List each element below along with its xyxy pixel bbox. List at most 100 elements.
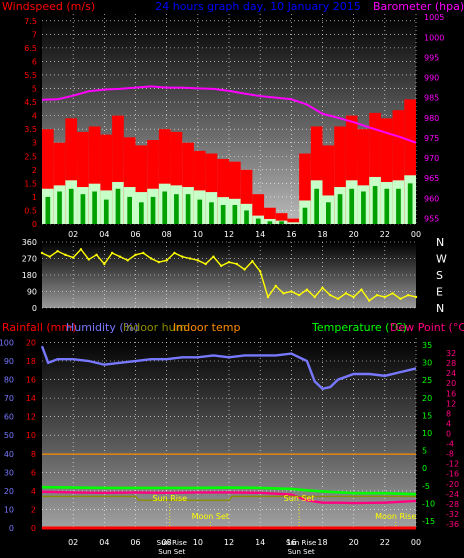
wind-low-bar: [45, 196, 51, 224]
wind-low-bar: [314, 188, 319, 224]
humidity-line: [40, 345, 417, 391]
wind-time-tick-label: 14: [255, 230, 265, 239]
wind-direction-point: [110, 251, 114, 255]
dewpoint-tick-label: 4: [446, 419, 451, 428]
wind-direction-point: [79, 248, 83, 251]
time-axis-astro-label: Sun Rise: [286, 539, 316, 547]
humidity-tick-label: 80: [4, 376, 14, 385]
wind-low-bar: [372, 186, 378, 224]
barometer-tick-label: 985: [424, 94, 439, 103]
compass-label: N: [436, 236, 444, 249]
wind-gust-bar: [88, 126, 101, 224]
humidity-axis-label: Humidity (%): [66, 321, 138, 334]
humidity-tick-label: 90: [4, 357, 14, 366]
rainfall-tick-label: 14: [26, 394, 36, 403]
wind-direction-point: [64, 253, 67, 257]
compass-label: E: [436, 286, 443, 299]
rainfall-ticks: 0 2 4 6 8 10 12 14 16 18 20: [26, 338, 36, 533]
barometer-line-group: [41, 85, 417, 144]
wind-low-bar: [80, 194, 86, 224]
rainfall-tick-label: 0: [31, 524, 36, 533]
indoor-hum-axis-label: Indoor hum: [123, 321, 186, 334]
bottom-time-tick-label: 10: [193, 538, 203, 547]
humidity-tick-label: 40: [4, 450, 14, 459]
wind-direction-point: [212, 255, 215, 258]
wind-low-bar: [267, 221, 273, 224]
wind-direction-point: [118, 255, 122, 258]
bottom-time-tick-label: 22: [380, 538, 390, 547]
temperature-tick-label: -15: [422, 517, 435, 526]
rainfall-tick-label: 8: [31, 450, 36, 459]
wind-time-tick-label: 22: [380, 230, 390, 239]
wind-direction-point: [204, 262, 207, 266]
wind-direction-point: [40, 251, 44, 255]
wind-low-bar: [244, 210, 249, 224]
indoor-hum-line: [42, 495, 416, 501]
wind-direction-point: [188, 257, 192, 260]
temperature-tick-label: 15: [422, 411, 432, 420]
wind-gust-bar: [205, 153, 218, 224]
astro-annotations: Sun Rise Sun Set Moon Set Moon Rise: [152, 494, 416, 528]
barometer-tick-label: 1005: [424, 13, 444, 22]
windspeed-tick-label: 1.5: [24, 179, 37, 188]
compass-label: N: [436, 302, 444, 315]
direction-degree-label: 270: [22, 255, 37, 264]
barometer-ticks: 955 960 965 970 975 980 985 990 995 1000 1005: [424, 13, 444, 223]
wind-direction-point: [243, 268, 246, 271]
rainfall-tick-label: 20: [26, 338, 36, 347]
wind-direction-point: [344, 292, 348, 295]
wind-gust-bar: [345, 115, 358, 224]
temperature-line: [41, 485, 417, 496]
wind-low-bar: [349, 188, 355, 224]
wind-direction-point: [48, 255, 51, 258]
wind-gust-bar: [100, 134, 113, 224]
wind-low-bar: [92, 191, 97, 224]
wind-direction-point: [321, 286, 324, 290]
direction-degree-label: 0: [32, 304, 37, 313]
wind-direction-point: [134, 253, 137, 257]
dewpoint-tick-label: 20: [446, 379, 456, 388]
wind-low-bar: [150, 196, 156, 224]
wind-direction-point: [157, 260, 161, 264]
wind-time-tick-label: 00: [411, 230, 421, 239]
astro-event-label: Moon Rise: [375, 512, 416, 521]
windspeed-axis-label: Windspeed (m/s): [2, 0, 95, 13]
wind-gust-bar: [310, 126, 323, 224]
bottom-time-tick-label: 18: [317, 538, 327, 547]
dewpoint-tick-label: 28: [446, 359, 456, 368]
astro-event-label: Moon Set: [192, 512, 229, 521]
wind-low-bar: [68, 188, 74, 224]
barometer-tick-label: 980: [424, 114, 439, 123]
wind-gust-bar: [53, 142, 66, 224]
wind-low-bar: [232, 205, 238, 224]
temperature-humidity-chart: Rainfall (mm) Humidity (%) Indoor hum In…: [0, 321, 464, 556]
temperature-tick-label: -10: [422, 499, 435, 508]
wind-time-ticks: 02 04 06 08 10 12 14 16 18 20 22 00: [68, 230, 421, 239]
wind-time-tick-label: 08: [162, 230, 172, 239]
wind-direction-point: [266, 295, 270, 299]
wind-gust-bar: [240, 169, 253, 224]
humidity-tick-label: 70: [4, 394, 14, 403]
temperature-axis-label: Temperature (°C): [311, 321, 407, 334]
humidity-tick-label: 10: [4, 505, 14, 514]
bottom-time-tick-label: 16: [286, 538, 296, 547]
wind-low-bar: [384, 188, 390, 224]
wind-direction-point: [126, 259, 129, 262]
wind-direction-point: [142, 251, 145, 255]
humidity-tick-label: 20: [4, 487, 14, 496]
wind-time-tick-label: 04: [99, 230, 109, 239]
wind-time-tick-label: 02: [68, 230, 78, 239]
wind-gust-bar: [112, 115, 124, 224]
wind-bars: [42, 99, 416, 224]
barometer-tick-label: 995: [424, 53, 439, 62]
temperature-tick-label: 0: [422, 464, 427, 473]
wind-gust-bar: [147, 140, 159, 224]
rainfall-tick-label: 12: [26, 413, 36, 422]
wind-low-bar: [162, 191, 168, 224]
humidity-tick-label: 100: [0, 338, 14, 347]
wind-low-bar: [139, 202, 144, 224]
rainfall-tick-label: 18: [26, 357, 36, 366]
rainfall-tick-label: 10: [26, 431, 36, 440]
temperature-tick-label: 5: [422, 447, 427, 456]
time-axis-astro-label: Sun Rise: [157, 539, 187, 547]
